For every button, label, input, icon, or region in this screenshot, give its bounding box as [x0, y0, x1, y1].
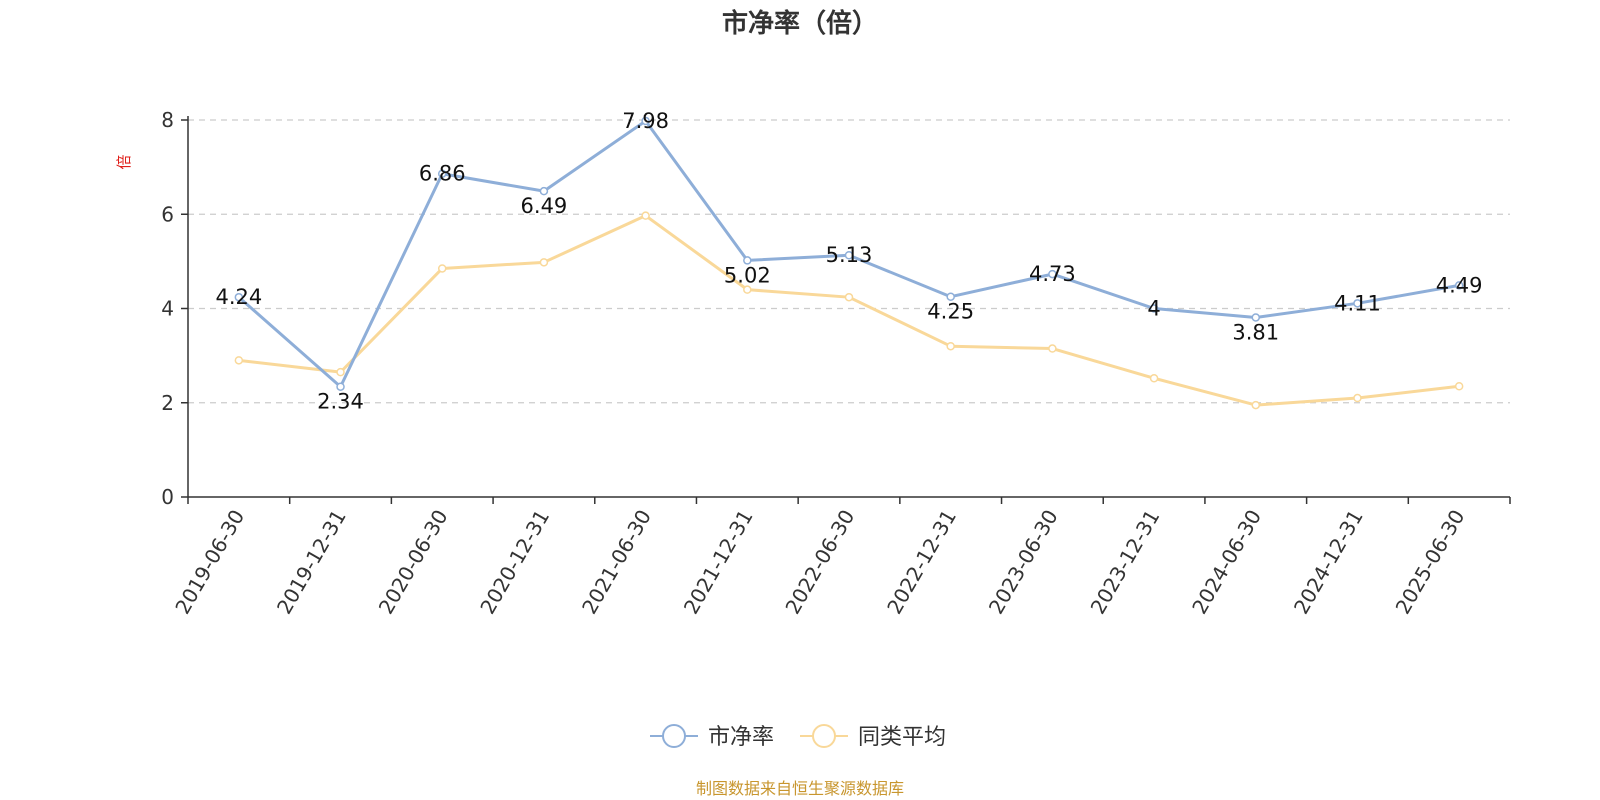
data-point — [437, 264, 447, 273]
x-tick-label: 2019-12-31 — [272, 506, 351, 619]
legend-label: 同类平均 — [858, 725, 946, 750]
data-point — [946, 341, 955, 351]
data-label: 4.24 — [215, 285, 262, 309]
data-label: 2.34 — [317, 390, 364, 414]
y-tick-label: 2 — [161, 391, 174, 415]
data-point — [844, 292, 854, 302]
series-lines — [234, 116, 1464, 410]
y-tick-label: 0 — [161, 485, 174, 509]
data-point — [1454, 382, 1464, 391]
x-tick-label: 2020-12-31 — [475, 506, 554, 619]
data-point — [539, 186, 549, 196]
data-point — [539, 258, 549, 267]
x-tick-label: 2021-12-31 — [679, 506, 758, 619]
data-point — [1048, 269, 1057, 279]
data-point — [1149, 304, 1159, 313]
x-tick-label: 2020-06-30 — [374, 506, 453, 619]
data-label: 5.13 — [826, 243, 873, 267]
data-point — [234, 356, 244, 365]
x-tick-label: 2022-06-30 — [780, 506, 859, 619]
data-label: 6.86 — [419, 162, 466, 186]
data-point — [1454, 281, 1464, 290]
legend-marker-icon — [662, 724, 686, 748]
data-point — [1251, 400, 1261, 410]
data-point — [946, 292, 955, 301]
x-tick-label: 2025-06-30 — [1391, 506, 1470, 619]
data-point — [1353, 299, 1362, 308]
x-tick-label: 2023-12-31 — [1086, 506, 1165, 619]
legend-label: 市净率 — [708, 725, 774, 750]
data-label: 6.49 — [521, 194, 568, 218]
data-point — [743, 256, 752, 265]
data-point — [641, 211, 650, 220]
x-tick-label: 2024-06-30 — [1187, 506, 1266, 619]
data-point — [234, 292, 244, 302]
data-point — [437, 169, 447, 178]
y-tick-label: 6 — [161, 202, 174, 226]
data-point — [336, 382, 345, 391]
x-tick-label: 2023-06-30 — [984, 506, 1063, 619]
data-label: 4.25 — [927, 300, 974, 324]
source-note: 制图数据来自恒生聚源数据库 — [696, 779, 904, 798]
data-point — [1353, 393, 1362, 403]
data-label: 7.98 — [622, 109, 669, 133]
data-point — [336, 367, 345, 377]
axes: 0 2 4 6 8 2019-06-30 2019-12-31 2020-06-30 2020-… — [161, 108, 1511, 619]
data-label: 4.49 — [1436, 273, 1483, 297]
data-point — [844, 250, 854, 260]
x-tick-label: 2021-06-30 — [577, 506, 656, 619]
y-tick-label: 8 — [161, 108, 174, 132]
legend-item[interactable]: 同类平均 — [800, 724, 946, 750]
data-label: 5.02 — [724, 263, 771, 287]
legend[interactable]: 市净率 同类平均 — [650, 724, 946, 750]
y-tick-label: 4 — [161, 297, 174, 321]
data-label: 4.11 — [1334, 291, 1381, 315]
data-point — [1251, 313, 1261, 322]
x-tick-label: 2024-12-31 — [1289, 506, 1368, 619]
data-point — [1048, 344, 1057, 353]
data-label: 3.81 — [1232, 320, 1279, 344]
data-point — [743, 285, 752, 294]
data-point — [1149, 373, 1159, 383]
data-label: 4.73 — [1029, 262, 1076, 286]
x-tick-label: 2022-12-31 — [882, 506, 961, 619]
y-axis-label: 倍 — [115, 154, 133, 169]
data-labels: 4.24 2.34 6.86 6.49 7.98 5.02 5.13 4.25 4.73 4 3.8… — [215, 109, 1482, 414]
legend-marker-icon — [812, 724, 836, 748]
data-label: 4 — [1147, 297, 1160, 321]
x-tick-label: 2019-06-30 — [170, 506, 249, 619]
legend-item[interactable]: 市净率 — [650, 724, 774, 750]
chart-title: 市净率（倍） — [722, 8, 878, 39]
data-point — [641, 116, 650, 126]
